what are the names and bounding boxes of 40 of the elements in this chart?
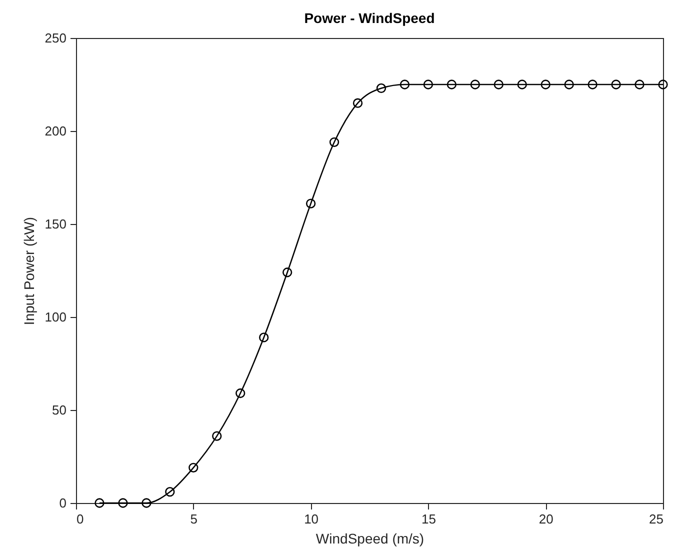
point bbox=[564, 80, 574, 90]
point bbox=[588, 80, 598, 90]
point bbox=[634, 80, 644, 90]
point bbox=[212, 431, 222, 441]
point bbox=[400, 80, 410, 90]
point bbox=[352, 98, 363, 108]
point bbox=[658, 80, 668, 90]
point bbox=[376, 83, 386, 94]
y-tick-label: 0 bbox=[59, 496, 66, 510]
point bbox=[94, 498, 104, 508]
y-tick-label: 200 bbox=[44, 124, 66, 138]
x-tick-label: 20 bbox=[538, 512, 554, 526]
x-tick-label: 15 bbox=[421, 512, 436, 526]
x-tick-label: 25 bbox=[649, 512, 664, 526]
y-tick-label: 150 bbox=[44, 216, 66, 232]
point bbox=[423, 80, 434, 90]
x-tick-label: 0 bbox=[76, 512, 84, 526]
point bbox=[446, 80, 457, 90]
point bbox=[517, 80, 527, 90]
y-tick-label: 250 bbox=[44, 30, 66, 46]
x-tick-label: 5 bbox=[190, 512, 198, 526]
point bbox=[306, 198, 316, 208]
y-axis-title: Input Power (kW) bbox=[20, 216, 37, 326]
point bbox=[142, 498, 152, 508]
y-tick-label: 50 bbox=[52, 402, 66, 418]
point bbox=[494, 80, 504, 90]
point bbox=[540, 80, 550, 90]
point bbox=[282, 268, 292, 278]
x-axis-title: WindSpeed (m/s) bbox=[316, 530, 424, 546]
chart-title: Power - WindSpeed bbox=[304, 10, 435, 26]
point bbox=[188, 462, 198, 472]
point bbox=[118, 498, 128, 508]
point bbox=[470, 80, 480, 90]
point bbox=[236, 388, 246, 398]
point bbox=[259, 332, 269, 342]
point bbox=[611, 80, 621, 90]
x-tick-label: 10 bbox=[304, 512, 319, 526]
point bbox=[329, 137, 340, 147]
y-tick-label: 100 bbox=[44, 310, 66, 324]
point bbox=[165, 487, 175, 497]
